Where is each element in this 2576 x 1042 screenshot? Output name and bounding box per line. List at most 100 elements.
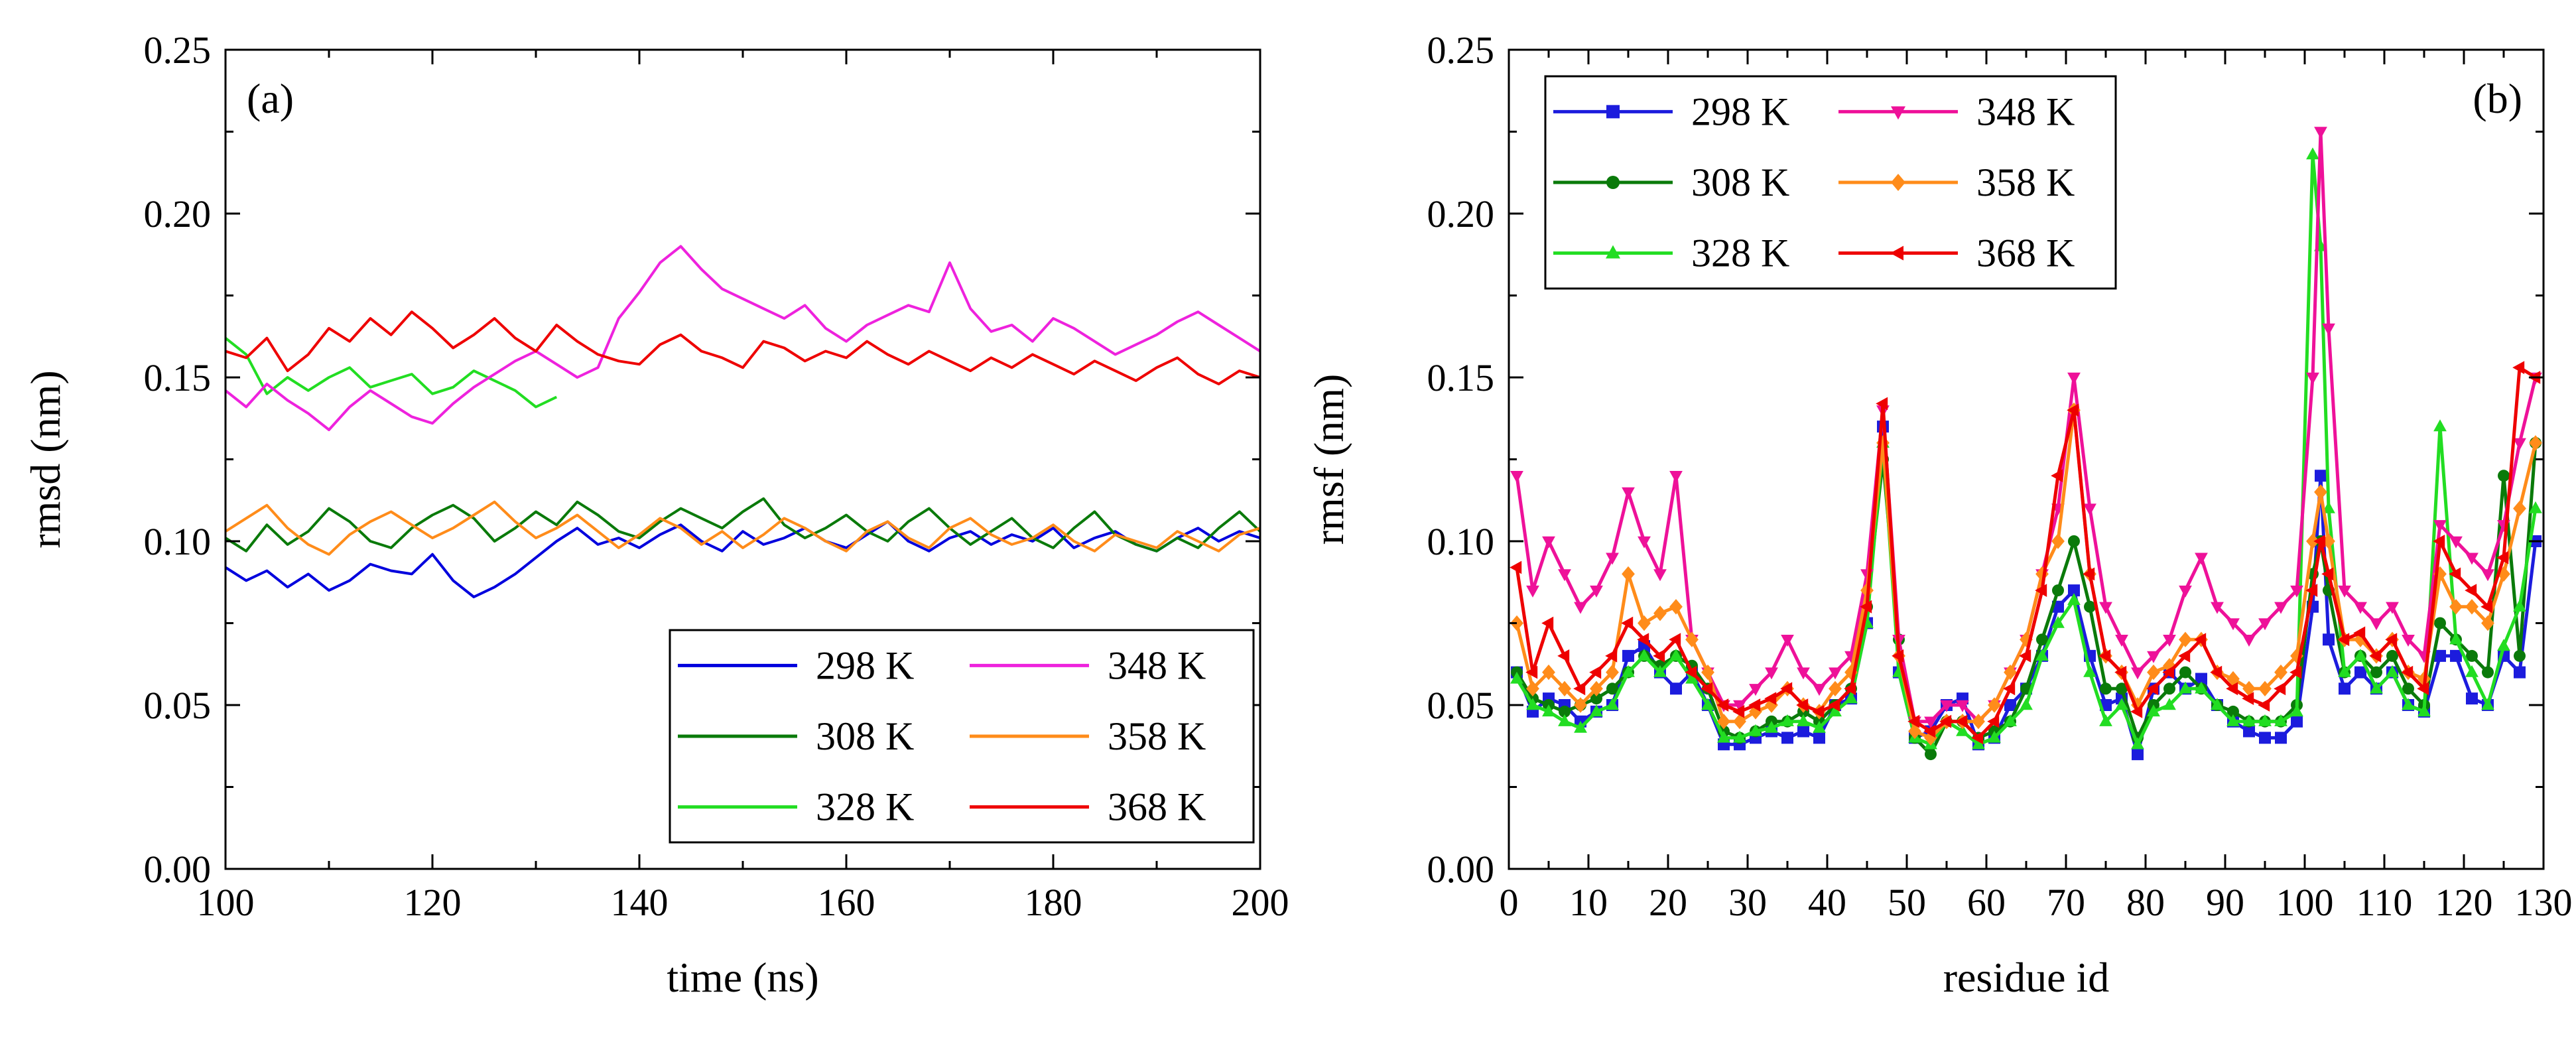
panel-b-point [2482, 666, 2494, 679]
panel-b-point [1876, 397, 1888, 411]
panel-b-point [2481, 615, 2494, 631]
panel-b-point [2195, 673, 2207, 685]
panel-b-point [1908, 723, 1921, 740]
panel-b-point [1590, 681, 1603, 696]
panel-b-point [2498, 470, 2510, 482]
panel-b-point [2258, 698, 2270, 712]
panel-a-y-tick-label: 0.05 [144, 684, 212, 727]
panel-b-point [1622, 665, 1635, 677]
panel-b-x-tick-label: 0 [1500, 881, 1519, 924]
panel-b-point [2354, 631, 2367, 647]
panel-b-point [1541, 616, 1554, 630]
panel-b-point [2131, 737, 2144, 749]
panel-b-point [1892, 649, 1904, 663]
panel-b-point [1622, 649, 1634, 662]
panel-b-point [2313, 535, 2326, 548]
panel-b-point [1606, 664, 1619, 681]
panel-b-point [2036, 633, 2048, 646]
panel-b-point [2290, 585, 2303, 598]
panel-b-x-tick-label: 130 [2515, 881, 2573, 924]
panel-b-series-328K-line [1515, 153, 2538, 746]
panel-b-x-tick-label: 50 [1888, 881, 1926, 924]
panel-b-x-tick-label: 20 [1649, 881, 1687, 924]
panel-a-legend-label: 368 K [1108, 785, 1206, 829]
panel-b-point [2386, 665, 2399, 677]
panel-b-point [2068, 584, 2080, 597]
panel-b-point [1923, 724, 1936, 738]
panel-b-point [1574, 602, 1587, 614]
panel-b-point [1606, 698, 1619, 710]
panel-b-point [2353, 626, 2366, 640]
panel-b-point [2321, 567, 2334, 581]
panel-b-point [2004, 664, 2017, 681]
panel-a-y-tick-label: 0.25 [144, 29, 212, 72]
panel-b-point [2020, 698, 2033, 710]
panel-b-point [2147, 664, 2160, 681]
panel-a-x-tick-label: 180 [1025, 881, 1082, 924]
panel-b-point [2052, 584, 2064, 597]
panel-b-point [2323, 633, 2335, 646]
panel-b-point [2163, 635, 2176, 647]
panel-b-point [2514, 666, 2526, 679]
panel-b-point [2306, 533, 2319, 549]
panel-b-point [2067, 372, 2081, 385]
panel-b-point [2004, 699, 2016, 711]
panel-b-point [2274, 602, 2287, 614]
panel-b-point [2243, 725, 2255, 738]
panel-b-x-tick-label: 80 [2126, 881, 2165, 924]
panel-b-chart: 0 10 20 30 40 50 60 70 80 90 100 110 120 130 0.00 0.05 0… [1305, 29, 2573, 1001]
panel-b-point [2083, 665, 2096, 677]
panel-b-point [1732, 704, 1745, 718]
panel-b-point [2314, 127, 2327, 139]
panel-b-point [2514, 649, 2526, 662]
panel-b-point [1525, 665, 1538, 679]
panel-b-point [2067, 403, 2079, 417]
panel-b-point [1925, 748, 1937, 761]
panel-b-point [1622, 487, 1635, 499]
panel-b-point [2116, 683, 2128, 695]
panel-a-series-348K-line [225, 245, 1260, 431]
panel-b-point [2258, 618, 2272, 631]
panel-b-point [1638, 649, 1651, 661]
panel-b-x-tick-label: 100 [2276, 881, 2334, 924]
panel-b-point [1764, 692, 1777, 706]
panel-b-y-axis-label: rmsf (nm) [1305, 374, 1352, 545]
panel-b-point [1637, 633, 1649, 647]
panel-b-point [1813, 732, 1825, 744]
panel-b-point [2386, 649, 2398, 662]
panel-b-x-tick-label: 90 [2206, 881, 2244, 924]
panel-b-point [1797, 714, 1810, 726]
panel-a-y-tick-label: 0.10 [144, 520, 212, 563]
panel-a-label: (a) [247, 75, 294, 122]
panel-b-point [1765, 667, 1778, 680]
panel-b-point [1559, 705, 1571, 718]
panel-b-point [2354, 649, 2367, 661]
panel-b-point [2322, 501, 2335, 513]
panel-b-point [2051, 469, 2063, 483]
panel-b-point [2275, 732, 2287, 744]
panel-b-point [1829, 681, 1842, 696]
panel-a-plot-area [225, 245, 1260, 598]
panel-b-point [2115, 635, 2128, 647]
panel-b-y-tick-label: 0.20 [1427, 192, 1495, 235]
panel-b-point [2314, 484, 2327, 500]
panel-b-point [1781, 732, 1793, 744]
panel-b-point [1669, 649, 1683, 661]
panel-b-point [1701, 682, 1713, 696]
panel-b-point [1971, 731, 1984, 745]
panel-b-point [2098, 649, 2111, 663]
panel-b-point [2179, 585, 2192, 598]
panel-b-legend-label: 308 K [1691, 161, 1789, 204]
panel-b-point [1797, 667, 1810, 680]
panel-b-point [1796, 698, 1809, 712]
panel-b-point [2132, 748, 2144, 761]
panel-a-x-tick-label: 200 [1232, 881, 1289, 924]
panel-b-point [2481, 698, 2494, 710]
panel-b-point [1988, 730, 2001, 743]
panel-b-point [2450, 649, 2462, 662]
panel-b-y-tick-label: 0.25 [1427, 29, 1495, 72]
panel-b-point [1669, 599, 1683, 615]
panel-b-point [1876, 435, 1890, 451]
panel-b-point [1510, 560, 1522, 574]
